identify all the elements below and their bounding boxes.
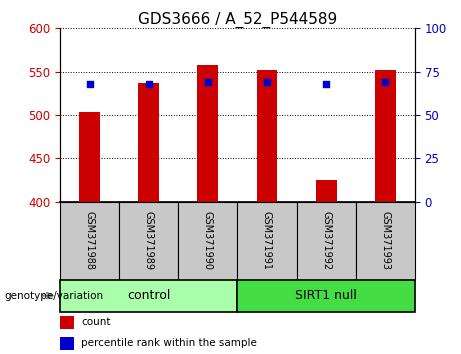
Point xyxy=(322,81,330,87)
Bar xyxy=(60,280,237,312)
Bar xyxy=(60,316,74,329)
Text: count: count xyxy=(81,317,111,327)
Text: GSM371993: GSM371993 xyxy=(380,211,390,270)
Bar xyxy=(60,202,119,280)
Bar xyxy=(178,202,237,280)
Title: GDS3666 / A_52_P544589: GDS3666 / A_52_P544589 xyxy=(138,12,337,28)
Bar xyxy=(60,337,74,350)
Point xyxy=(204,79,212,85)
Point xyxy=(86,81,93,87)
Text: GSM371990: GSM371990 xyxy=(203,211,213,270)
Bar xyxy=(257,70,278,202)
Bar xyxy=(237,202,296,280)
Bar xyxy=(138,83,159,202)
Text: genotype/variation: genotype/variation xyxy=(5,291,104,301)
Text: GSM371992: GSM371992 xyxy=(321,211,331,270)
Bar xyxy=(296,202,356,280)
Bar xyxy=(237,280,415,312)
Text: control: control xyxy=(127,289,171,302)
Bar xyxy=(119,202,178,280)
Bar xyxy=(197,65,218,202)
Bar xyxy=(356,202,415,280)
Text: percentile rank within the sample: percentile rank within the sample xyxy=(81,338,257,348)
Text: GSM371988: GSM371988 xyxy=(84,211,95,270)
Point xyxy=(145,81,152,87)
Bar xyxy=(79,113,100,202)
Point xyxy=(382,79,389,85)
Text: GSM371991: GSM371991 xyxy=(262,211,272,270)
Bar xyxy=(316,180,337,202)
Text: SIRT1 null: SIRT1 null xyxy=(295,289,357,302)
Text: GSM371989: GSM371989 xyxy=(144,211,154,270)
Bar xyxy=(375,70,396,202)
Point xyxy=(263,79,271,85)
